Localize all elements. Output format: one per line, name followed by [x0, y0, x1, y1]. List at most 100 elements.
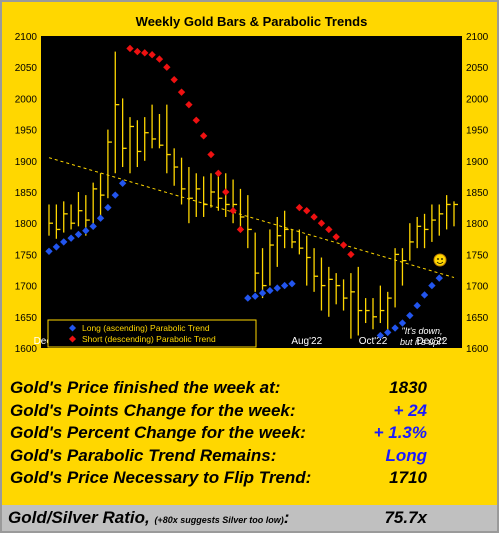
smiley-icon [433, 253, 447, 267]
parabolic-dot [325, 225, 333, 234]
gold-silver-ratio-row: Gold/Silver Ratio, (+80x suggests Silver… [2, 505, 497, 531]
parabolic-dot [310, 213, 318, 221]
y-tick-right: 1900 [466, 157, 489, 168]
chart-title: Weekly Gold Bars & Parabolic Trends [136, 14, 368, 29]
stat-value-trend: Long [385, 445, 427, 465]
annotation-text: "It's down, [402, 326, 443, 336]
parabolic-dot [89, 222, 97, 230]
parabolic-dot [288, 280, 296, 288]
smiley-mouth-icon [436, 261, 444, 264]
parabolic-dot [280, 281, 289, 290]
stat-label-price: Gold's Price finished the week at: [10, 378, 281, 397]
parabolic-dot [406, 311, 414, 320]
ratio-value: 75.7x [384, 508, 427, 527]
y-tick-right: 1850 [466, 188, 489, 199]
parabolic-dot [192, 116, 200, 124]
y-tick-right: 1600 [466, 344, 489, 355]
parabolic-dot [104, 203, 112, 212]
legend-entry: Long (ascending) Parabolic Trend [82, 323, 210, 333]
y-tick-left: 1700 [15, 282, 38, 293]
parabolic-dot [82, 227, 90, 235]
y-tick-left: 1800 [15, 219, 38, 230]
parabolic-dot [229, 207, 237, 215]
parabolic-dot [118, 179, 127, 187]
parabolic-dot [96, 214, 105, 222]
parabolic-dot [222, 188, 230, 196]
parabolic-dot [266, 286, 274, 295]
parabolic-dot [273, 284, 281, 292]
ratio-note: (+80x suggests Silver too low) [154, 515, 284, 525]
x-tick-label: Aug'22 [291, 336, 322, 347]
parabolic-dot [244, 294, 252, 302]
stat-label-points-change: Gold's Points Change for the week: [10, 400, 296, 420]
stats-table: Gold's Price finished the week at: 1830 … [2, 376, 497, 489]
y-tick-left: 1650 [15, 313, 38, 324]
stat-label-trend: Gold's Parabolic Trend Remains: [10, 445, 277, 465]
parabolic-dot [177, 88, 186, 96]
y-tick-right: 1750 [466, 250, 489, 261]
x-tick-label: Oct'22 [359, 336, 388, 347]
y-tick-left: 1600 [15, 344, 38, 355]
parabolic-dot [251, 292, 259, 300]
parabolic-dot [170, 76, 178, 84]
y-tick-left: 2000 [15, 94, 38, 105]
parabolic-dot [435, 274, 443, 282]
stat-row-trend: Gold's Parabolic Trend Remains: Long [2, 444, 497, 467]
stat-value-flip-price: 1710 [389, 468, 427, 487]
smiley-eye-icon [441, 258, 443, 260]
stat-row-points-change: Gold's Points Change for the week: + 24 [2, 399, 497, 422]
stat-row-price: Gold's Price finished the week at: 1830 [2, 376, 497, 399]
y-tick-left: 1900 [15, 157, 38, 168]
parabolic-dot [60, 238, 68, 246]
stat-value-points-change: + 24 [393, 400, 427, 420]
stat-value-percent-change: + 1.3% [373, 423, 427, 442]
parabolic-dot [295, 203, 304, 212]
ratio-colon: : [283, 508, 290, 527]
parabolic-dot [384, 328, 392, 337]
y-tick-left: 1750 [15, 250, 38, 261]
y-tick-left: 2100 [15, 32, 38, 43]
x-tick-label: Dec'22 [416, 336, 447, 347]
y-tick-right: 1650 [466, 313, 489, 324]
legend-marker [68, 324, 77, 332]
smiley-eye-icon [437, 258, 439, 260]
parabolic-dot [420, 291, 429, 299]
parabolic-dot [413, 301, 421, 310]
gold-chart: Weekly Gold Bars & Parabolic Trends 1600 1… [15, 14, 489, 355]
parabolic-dot [258, 289, 267, 297]
legend-marker [68, 335, 77, 343]
y-tick-left: 2050 [15, 63, 38, 74]
parabolic-dot [185, 100, 193, 109]
parabolic-dot [347, 250, 355, 259]
parabolic-dot [391, 324, 399, 332]
parabolic-dot [141, 49, 149, 57]
y-tick-left: 1950 [15, 126, 38, 137]
annotation-text: but it's up!" [400, 337, 445, 347]
y-tick-right: 1800 [466, 219, 489, 230]
y-tick-right: 2000 [466, 94, 489, 105]
y-tick-right: 1950 [466, 126, 489, 137]
ratio-label-text: Gold/Silver Ratio, [8, 508, 150, 527]
parabolic-dot [376, 331, 385, 340]
parabolic-dot [398, 319, 407, 327]
parabolic-dot [303, 207, 311, 215]
y-tick-right: 1700 [466, 282, 489, 293]
parabolic-dot [111, 191, 119, 199]
plot-area [41, 36, 462, 348]
y-tick-left: 1850 [15, 188, 38, 199]
legend-entry: Short (descending) Parabolic Trend [82, 334, 216, 344]
ratio-label: Gold/Silver Ratio, (+80x suggests Silver… [8, 508, 289, 528]
parabolic-dot [428, 281, 436, 290]
parabolic-dot [74, 230, 83, 239]
parabolic-dot [126, 44, 134, 53]
stat-label-percent-change: Gold's Percent Change for the week: [10, 423, 306, 442]
legend-box [47, 319, 257, 348]
parabolic-dot [236, 225, 245, 234]
stat-row-percent-change: Gold's Percent Change for the week: + 1.… [2, 421, 497, 444]
stat-label-flip-price: Gold's Price Necessary to Flip Trend: [10, 468, 312, 487]
y-tick-right: 2050 [466, 63, 489, 74]
stat-value-price: 1830 [389, 378, 427, 397]
trend-line [48, 157, 455, 278]
y-tick-right: 2100 [466, 32, 489, 43]
